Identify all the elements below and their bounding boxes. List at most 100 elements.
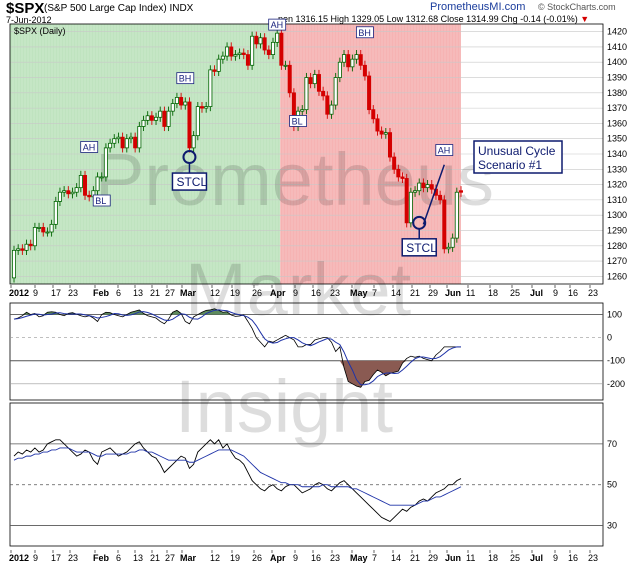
candle-body xyxy=(128,136,133,140)
scenario-box xyxy=(473,140,563,174)
candle-body xyxy=(225,46,230,57)
candle-body xyxy=(141,119,146,127)
candle-body xyxy=(450,237,455,248)
candle-body xyxy=(28,243,33,247)
price-tick-label: 1390 xyxy=(607,73,627,83)
price-x-tick: 14 xyxy=(391,288,401,298)
candle-body xyxy=(133,136,138,149)
bottom-x-tick: 16 xyxy=(311,553,321,563)
scenario-line-1: Unusual Cycle xyxy=(478,144,556,158)
candle-body xyxy=(387,132,392,158)
price-tick-label: 1270 xyxy=(607,256,627,266)
candle-body xyxy=(438,194,443,201)
candle-body xyxy=(375,118,380,132)
bottom-x-tick: 25 xyxy=(510,553,520,563)
trend-line xyxy=(422,164,445,225)
candle-body xyxy=(396,168,401,178)
cycle-label-box xyxy=(92,194,111,207)
candle-body xyxy=(408,191,413,224)
cci-tick-label: -100 xyxy=(607,356,625,366)
cycle-label-box xyxy=(268,18,287,31)
candle-body xyxy=(187,101,192,149)
bottom-x-tick: Apr xyxy=(270,553,286,563)
price-x-tick: Jul xyxy=(530,288,543,298)
cycle-label-ah: AH xyxy=(271,20,284,30)
candle-body xyxy=(66,190,71,195)
cycle-label-box xyxy=(176,72,195,85)
cycle-label-box xyxy=(289,115,307,127)
price-x-tick: 11 xyxy=(466,288,475,298)
candle-body xyxy=(446,246,451,250)
ohlc-readout: pen 1316.15 High 1329.05 Low 1312.68 Clo… xyxy=(278,14,589,24)
brand-link[interactable]: PrometheusMI.com xyxy=(430,1,526,13)
candle-body xyxy=(204,106,209,109)
cci-panel-frame xyxy=(9,302,604,401)
candle-body xyxy=(32,227,37,247)
candle-body xyxy=(425,184,430,189)
bottom-x-tick: 6 xyxy=(116,553,121,563)
candle-body xyxy=(333,77,338,106)
candle-body xyxy=(95,176,100,192)
cycle-label-ah: AH xyxy=(83,142,96,152)
price-x-tick: 29 xyxy=(428,288,438,298)
chart-date: 7-Jun-2012 xyxy=(6,15,52,25)
bottom-x-tick: 7 xyxy=(372,553,377,563)
bottom-x-tick: 9 xyxy=(553,553,558,563)
watermark-line-2: Market xyxy=(185,248,412,331)
candle-body xyxy=(350,58,355,68)
candle-body xyxy=(212,69,217,72)
candle-body xyxy=(321,90,326,97)
bottom-x-tick: 9 xyxy=(33,553,38,563)
cycle-label-bh: BH xyxy=(179,74,192,84)
price-x-tick: May xyxy=(350,288,368,298)
candle-body xyxy=(454,191,459,239)
candle-body xyxy=(124,138,129,149)
price-tick-label: 1310 xyxy=(607,195,627,205)
candle-body xyxy=(116,136,121,140)
price-tick-label: 1350 xyxy=(607,134,627,144)
price-tick-label: 1290 xyxy=(607,225,627,235)
candle-body xyxy=(229,46,234,57)
stcl-label: STCL xyxy=(176,175,207,189)
candle-body xyxy=(16,248,21,251)
price-x-tick: 9 xyxy=(293,288,298,298)
price-tick-label: 1370 xyxy=(607,103,627,113)
cycle-label-ah: AH xyxy=(438,146,451,156)
bottom-x-tick: 12 xyxy=(210,553,220,563)
price-x-tick: 7 xyxy=(372,288,377,298)
candle-body xyxy=(254,35,259,45)
bottom-x-tick: 27 xyxy=(165,553,175,563)
price-panel-frame xyxy=(9,23,604,285)
candle-body xyxy=(199,106,204,109)
candle-body xyxy=(99,176,104,179)
bottom-x-tick: 26 xyxy=(252,553,262,563)
price-tick-label: 1340 xyxy=(607,149,627,159)
candle-body xyxy=(271,41,276,55)
candle-body xyxy=(367,75,372,111)
candle-body xyxy=(325,95,330,115)
cci-tick-label: -200 xyxy=(607,379,625,389)
watermark-line-1: Prometheus xyxy=(95,138,494,221)
candle-body xyxy=(266,49,271,55)
candle-body xyxy=(170,103,175,112)
candle-body xyxy=(250,35,255,66)
candle-body xyxy=(258,37,263,45)
price-tick-label: 1330 xyxy=(607,164,627,174)
candle-body xyxy=(70,191,75,195)
candle-body xyxy=(191,135,196,149)
chart-symbol: $SPX xyxy=(6,0,45,17)
price-tick-label: 1400 xyxy=(607,57,627,67)
candle-body xyxy=(24,243,29,251)
bottom-x-tick: Mar xyxy=(180,553,197,563)
candle-body xyxy=(413,190,418,193)
bottom-x-tick: 29 xyxy=(428,553,438,563)
price-x-tick: 6 xyxy=(116,288,121,298)
candle-body xyxy=(300,109,305,112)
candle-body xyxy=(145,115,150,121)
down-arrow-icon: ▼ xyxy=(580,14,590,24)
candle-body xyxy=(362,64,367,77)
candle-body xyxy=(103,147,108,178)
cycle-label-box xyxy=(435,144,454,156)
candle-body xyxy=(308,77,313,85)
